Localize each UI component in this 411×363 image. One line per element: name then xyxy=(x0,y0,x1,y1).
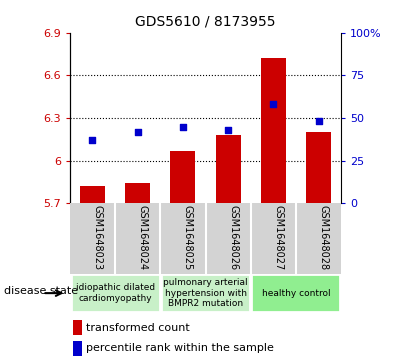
Text: GSM1648023: GSM1648023 xyxy=(92,205,102,270)
Text: GSM1648026: GSM1648026 xyxy=(228,205,238,270)
Text: GSM1648027: GSM1648027 xyxy=(273,205,283,271)
Bar xyxy=(261,58,286,203)
Point xyxy=(270,101,277,107)
Bar xyxy=(71,274,159,312)
Point xyxy=(315,118,322,124)
Title: GDS5610 / 8173955: GDS5610 / 8173955 xyxy=(135,15,276,29)
Point xyxy=(180,123,186,129)
Bar xyxy=(252,274,340,312)
Text: percentile rank within the sample: percentile rank within the sample xyxy=(86,343,274,353)
Bar xyxy=(306,132,331,203)
Point xyxy=(89,137,96,143)
Bar xyxy=(216,135,240,203)
Bar xyxy=(125,183,150,203)
Bar xyxy=(73,340,82,356)
Text: transformed count: transformed count xyxy=(86,323,190,333)
Bar xyxy=(161,274,250,312)
Text: pulmonary arterial
hypertension with
BMPR2 mutation: pulmonary arterial hypertension with BMP… xyxy=(163,278,248,308)
Text: GSM1648025: GSM1648025 xyxy=(183,205,193,271)
Point xyxy=(225,127,231,133)
Point xyxy=(134,129,141,135)
Text: disease state: disease state xyxy=(4,286,78,296)
Text: GSM1648024: GSM1648024 xyxy=(138,205,148,270)
Bar xyxy=(80,186,105,203)
Bar xyxy=(73,320,82,335)
Text: healthy control: healthy control xyxy=(262,289,330,298)
Bar xyxy=(171,151,195,203)
Text: GSM1648028: GSM1648028 xyxy=(319,205,328,270)
Text: idiopathic dilated
cardiomyopathy: idiopathic dilated cardiomyopathy xyxy=(76,284,155,303)
